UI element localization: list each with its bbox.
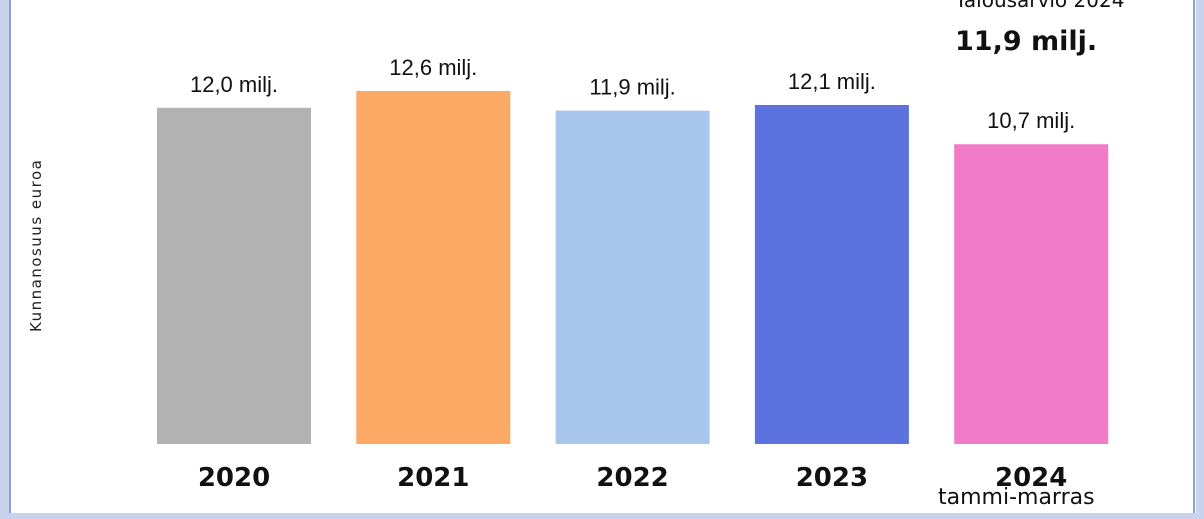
period-note: tammi-marras bbox=[938, 485, 1095, 510]
data-label-2024: 10,7 milj. bbox=[987, 108, 1075, 133]
data-label-2020: 12,0 milj. bbox=[190, 72, 278, 97]
budget-heading: Talousarvio 2024 bbox=[955, 0, 1125, 12]
bar-2020 bbox=[157, 107, 311, 445]
frame-border-bottom bbox=[0, 513, 1204, 519]
x-tick-2022: 2022 bbox=[596, 463, 668, 493]
bar-2023 bbox=[754, 105, 909, 444]
x-tick-2023: 2023 bbox=[796, 463, 868, 493]
frame-border-right bbox=[1196, 0, 1204, 519]
x-tick-2024: 2024 bbox=[995, 463, 1067, 493]
bar-2022 bbox=[555, 110, 710, 444]
data-label-2021: 12,6 milj. bbox=[389, 55, 477, 80]
frame-border-left bbox=[0, 0, 9, 519]
data-label-2023: 12,1 milj. bbox=[788, 69, 876, 94]
x-tick-2021: 2021 bbox=[397, 463, 469, 493]
frame-border-left-line bbox=[9, 0, 11, 519]
bar-2021 bbox=[356, 91, 511, 444]
bar-2024 bbox=[954, 144, 1109, 444]
x-tick-2020: 2020 bbox=[198, 463, 270, 493]
budget-value: 11,9 milj. bbox=[955, 26, 1098, 57]
data-label-2022: 11,9 milj. bbox=[589, 75, 675, 100]
frame-border-right-line bbox=[1193, 0, 1195, 519]
